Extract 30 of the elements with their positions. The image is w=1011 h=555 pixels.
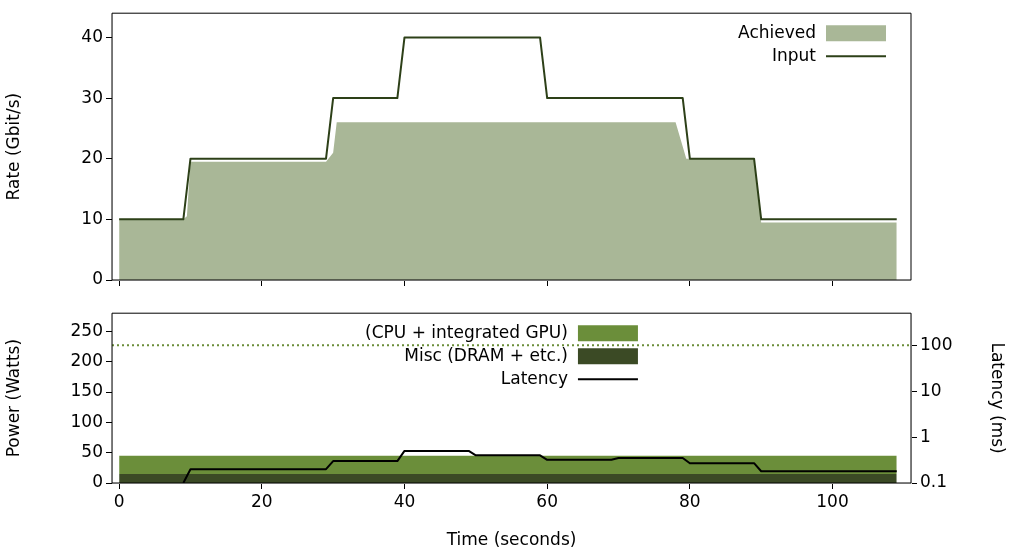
legend-label: Latency bbox=[500, 367, 568, 388]
legend-label: Input bbox=[771, 44, 817, 65]
x-axis-title: Time (seconds) bbox=[445, 529, 577, 550]
x-tick-label: 80 bbox=[679, 490, 701, 511]
x-tick-label: 40 bbox=[393, 490, 416, 511]
y-tick-label: 150 bbox=[70, 380, 103, 401]
y2-tick-label: 100 bbox=[920, 333, 953, 354]
x-tick-label: 0 bbox=[113, 490, 125, 511]
x-tick-label: 60 bbox=[536, 490, 558, 511]
y-tick-label: 100 bbox=[70, 410, 103, 431]
y-axis-title: Power (Watts) bbox=[2, 338, 23, 458]
y-tick-label: 30 bbox=[81, 86, 103, 107]
y2-tick-label: 0.1 bbox=[920, 471, 948, 492]
y-tick-label: 10 bbox=[81, 207, 103, 228]
y-tick-label: 250 bbox=[70, 319, 103, 340]
y-tick-label: 0 bbox=[92, 471, 103, 492]
legend-label: (CPU + integrated GPU) bbox=[365, 321, 568, 342]
y-tick-label: 50 bbox=[81, 441, 103, 462]
x-tick-label: 20 bbox=[250, 490, 273, 511]
legend-label: Misc (DRAM + etc.) bbox=[404, 344, 568, 365]
y-tick-label: 40 bbox=[81, 25, 103, 46]
y-tick-label: 0 bbox=[92, 268, 103, 289]
x-tick-label: 100 bbox=[816, 490, 849, 511]
y-tick-label: 200 bbox=[70, 350, 103, 371]
y-axis-title: Rate (Gbit/s) bbox=[2, 92, 23, 201]
legend-label: Achieved bbox=[738, 21, 816, 42]
y2-tick-label: 10 bbox=[920, 379, 942, 400]
y2-axis-title: Latency (ms) bbox=[988, 342, 1009, 454]
y-tick-label: 20 bbox=[81, 147, 103, 168]
y2-tick-label: 1 bbox=[920, 425, 931, 446]
